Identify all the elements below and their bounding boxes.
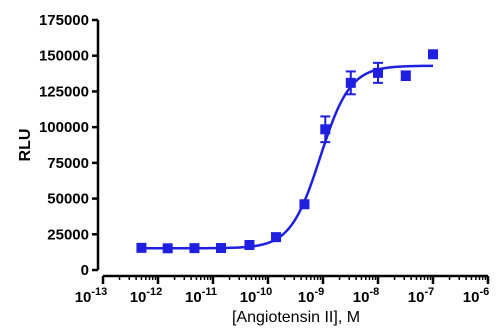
data-point-8	[346, 78, 356, 88]
y-tick-label-5: 125000	[39, 83, 89, 100]
x-tick-label-7: 10-6	[463, 286, 489, 306]
x-tick-label-4: 10-9	[298, 286, 324, 306]
y-tick-label-7: 175000	[39, 12, 89, 29]
x-tick-label-2: 10-11	[185, 286, 217, 306]
y-tick-label-0: 0	[81, 262, 89, 279]
y-tick-label-2: 50000	[47, 191, 89, 208]
y-tick-label-1: 25000	[47, 226, 89, 243]
x-axis-title: [Angiotensin II], M	[232, 309, 360, 326]
y-axis-title: RLU	[17, 129, 34, 162]
data-point-2	[189, 243, 199, 253]
data-point-9	[373, 68, 383, 78]
x-tick-label-0: 10-13	[75, 286, 108, 306]
plot-area: 0 25000 50000 75000 100000 125000 150000 175000…	[39, 12, 489, 306]
y-tick-label-6: 150000	[39, 48, 89, 65]
y-tick-label-4: 100000	[39, 119, 89, 136]
x-tick-label-5: 10-8	[353, 286, 379, 306]
data-point-3	[216, 243, 226, 253]
x-tick-label-3: 10-10	[240, 286, 273, 306]
data-point-1	[163, 243, 173, 253]
data-point-4	[244, 240, 254, 250]
x-tick-label-1: 10-12	[130, 286, 163, 306]
x-tick-label-6: 10-7	[408, 286, 434, 306]
data-point-6	[299, 199, 309, 209]
y-tick-label-3: 75000	[47, 155, 89, 172]
fit-curve	[141, 66, 433, 248]
data-point-5	[271, 232, 281, 242]
data-point-10	[401, 71, 411, 81]
data-point-0	[136, 243, 146, 253]
data-point-11	[428, 49, 438, 59]
data-point-7	[320, 124, 330, 134]
